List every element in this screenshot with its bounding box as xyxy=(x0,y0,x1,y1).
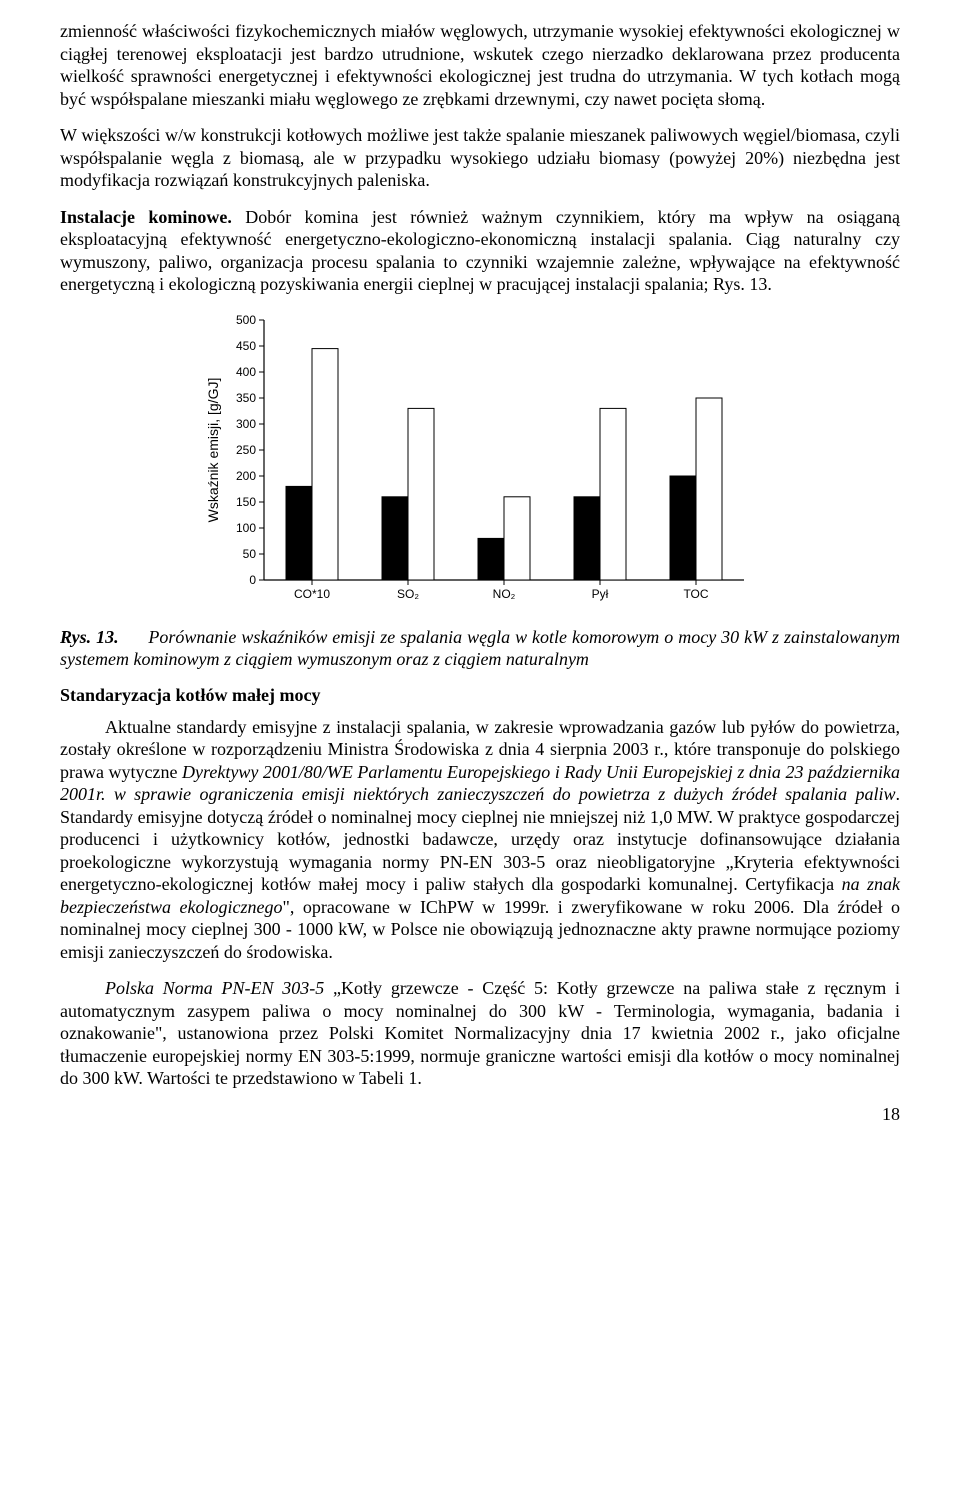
paragraph-1-cont-text: W większości w/w konstrukcji kotłowych m… xyxy=(60,125,900,190)
paragraph-1: zmienność właściwości fizykochemicznych … xyxy=(60,20,900,110)
emission-chart: 0 50 100 150 200 250 300 350 400 450 500 CO*10 SO₂ NO… xyxy=(200,310,760,620)
svg-text:300: 300 xyxy=(236,417,256,431)
svg-text:TOC: TOC xyxy=(683,587,708,601)
svg-text:100: 100 xyxy=(236,521,256,535)
page-number: 18 xyxy=(60,1104,900,1125)
paragraph-4: Polska Norma PN-EN 303-5 „Kotły grzewcze… xyxy=(60,977,900,1090)
section-heading: Standaryzacja kotłów małej mocy xyxy=(60,685,900,706)
svg-text:450: 450 xyxy=(236,339,256,353)
paragraph-1-continued: W większości w/w konstrukcji kotłowych m… xyxy=(60,124,900,192)
svg-text:250: 250 xyxy=(236,443,256,457)
paragraph-3-italic-1: Dyrektywy 2001/80/WE Parlamentu Europejs… xyxy=(60,762,900,805)
paragraph-2-lead: Instalacje kominowe. xyxy=(60,207,232,227)
svg-text:150: 150 xyxy=(236,495,256,509)
emission-chart-svg: 0 50 100 150 200 250 300 350 400 450 500 CO*10 SO₂ NO… xyxy=(200,310,760,620)
svg-text:50: 50 xyxy=(243,547,257,561)
figure-caption: Rys. 13. Porównanie wskaźników emisji ze… xyxy=(60,626,900,671)
svg-text:350: 350 xyxy=(236,391,256,405)
svg-text:SO₂: SO₂ xyxy=(397,587,419,601)
figure-caption-text: Porównanie wskaźników emisji ze spalania… xyxy=(60,627,900,670)
svg-text:0: 0 xyxy=(249,573,256,587)
svg-text:500: 500 xyxy=(236,313,256,327)
figure-caption-label: Rys. 13. xyxy=(60,627,119,647)
svg-text:Pył: Pył xyxy=(592,587,609,601)
svg-text:200: 200 xyxy=(236,469,256,483)
paragraph-1-text: zmienność właściwości fizykochemicznych … xyxy=(60,21,900,109)
svg-text:Wskaźnik emisji, [g/GJ]: Wskaźnik emisji, [g/GJ] xyxy=(205,377,221,522)
page: zmienność właściwości fizykochemicznych … xyxy=(0,0,960,1165)
svg-text:CO*10: CO*10 xyxy=(294,587,330,601)
svg-text:NO₂: NO₂ xyxy=(493,587,516,601)
paragraph-2: Instalacje kominowe. Dobór komina jest r… xyxy=(60,206,900,296)
paragraph-4-italic: Polska Norma PN-EN 303-5 xyxy=(105,978,324,998)
paragraph-3: Aktualne standardy emisyjne z instalacji… xyxy=(60,716,900,964)
svg-text:400: 400 xyxy=(236,365,256,379)
